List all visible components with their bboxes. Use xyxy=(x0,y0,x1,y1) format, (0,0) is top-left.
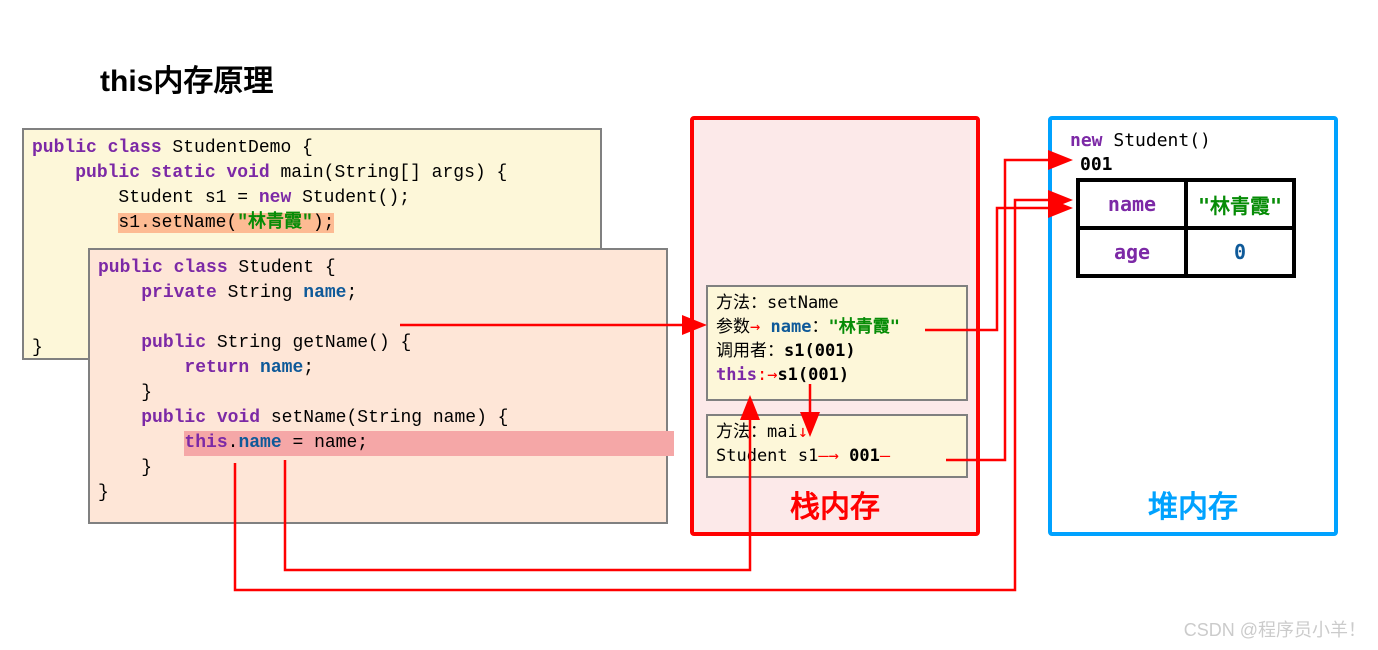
stack-memory-box: 方法：setName参数→ name："林青霞"调用者：s1(001)this:… xyxy=(690,116,980,536)
watermark: CSDN @程序员小羊！ xyxy=(1184,616,1366,642)
stack-label: 栈内存 xyxy=(694,482,976,526)
heap-object-table: name"林青霞"age0 xyxy=(1076,178,1296,278)
stack-frame-main: 方法：mai↓ Student s1—→ 001— xyxy=(706,414,968,478)
heap-memory-box: new Student() 001 name"林青霞"age0 堆内存 xyxy=(1048,116,1338,536)
code-box-student: public class Student { private String na… xyxy=(88,248,668,524)
heap-new-expr: new Student() xyxy=(1070,130,1211,151)
stack-frame-setname: 方法：setName参数→ name："林青霞"调用者：s1(001)this:… xyxy=(706,285,968,401)
heap-address: 001 xyxy=(1080,154,1113,175)
page-title: this内存原理 xyxy=(100,56,273,100)
heap-label: 堆内存 xyxy=(1052,482,1334,526)
